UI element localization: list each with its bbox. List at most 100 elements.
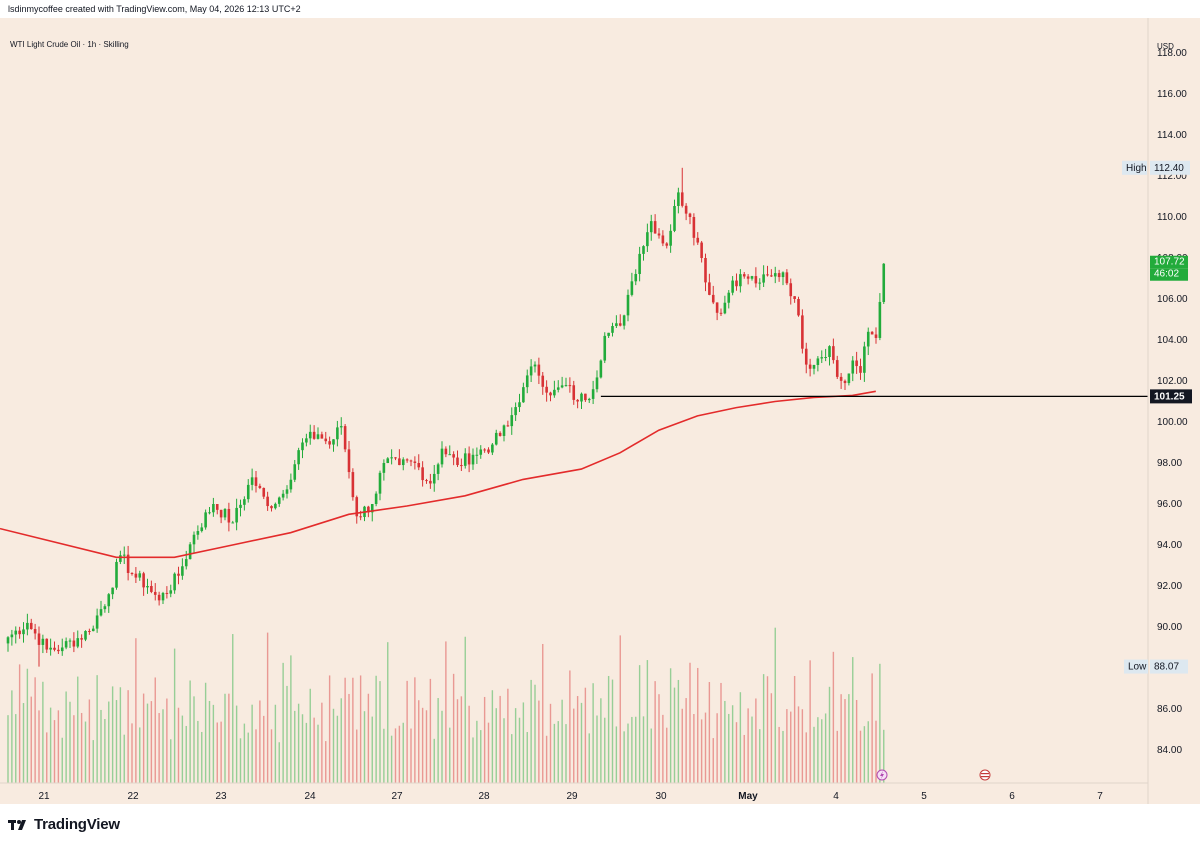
volume-bar: [193, 696, 195, 783]
candle-body: [355, 497, 359, 517]
volume-bar: [69, 701, 71, 783]
candle-body: [882, 263, 886, 302]
time-tick-label: 22: [127, 791, 139, 802]
volume-bar: [859, 730, 862, 783]
volume-bar: [363, 711, 366, 783]
volume-bar: [863, 726, 866, 783]
volume-bar: [797, 706, 800, 783]
volume-bar: [46, 732, 48, 783]
us-flag-event-icon: [979, 769, 991, 781]
volume-bar: [654, 681, 656, 783]
volume-bar: [410, 728, 412, 783]
lightning-glyph: [880, 771, 884, 779]
countdown-badge: 46:02: [1154, 269, 1179, 280]
candle-body: [165, 592, 169, 594]
price-chart[interactable]: 84.0086.0088.0090.0092.0094.0096.0098.00…: [0, 18, 1200, 804]
volume-bar: [255, 729, 257, 783]
volume-bar: [344, 677, 346, 783]
volume-bar: [305, 722, 308, 783]
volume-bar: [119, 687, 122, 783]
candle-body: [646, 232, 649, 247]
candle-body: [394, 457, 397, 459]
candle-body: [200, 527, 204, 532]
volume-bar: [336, 715, 339, 783]
tradingview-brand[interactable]: TradingView: [8, 816, 120, 833]
candle-body: [10, 634, 14, 638]
volume-bar: [499, 695, 501, 783]
candle-body: [785, 272, 789, 284]
volume-bar: [383, 728, 385, 783]
candle-body: [618, 323, 622, 326]
volume-bar: [379, 681, 381, 783]
candle-body: [626, 294, 630, 316]
volume-bar: [728, 713, 730, 783]
candle-body: [219, 509, 223, 518]
candle-body: [719, 312, 723, 314]
volume-bar: [398, 725, 401, 783]
volume-bar: [584, 687, 587, 783]
candle-body: [417, 463, 421, 468]
candle-body: [227, 508, 231, 523]
volume-bar: [662, 714, 664, 783]
volume-bar: [146, 703, 149, 783]
candle-body: [188, 544, 192, 560]
volume-bar: [104, 718, 106, 783]
volume-bar: [11, 690, 13, 783]
candle-body: [549, 392, 552, 396]
volume-bar: [34, 677, 36, 783]
price-tick-label: 112.00: [1157, 171, 1187, 182]
candle-body: [801, 315, 804, 349]
candle-body: [537, 364, 541, 376]
candle-body: [405, 459, 409, 461]
candle-body: [297, 450, 300, 465]
candle-body: [820, 357, 824, 359]
volume-bar: [673, 687, 676, 783]
symbol-legend[interactable]: WTI Light Crude Oil · 1h · Skilling: [10, 40, 129, 49]
candle-body: [111, 587, 114, 595]
volume-bar: [309, 688, 311, 783]
volume-bar: [263, 715, 265, 783]
candle-body: [642, 246, 645, 254]
volume-bar: [88, 699, 91, 783]
volume-bar: [813, 726, 815, 783]
volume-bar: [879, 663, 881, 783]
candle-body: [351, 472, 355, 498]
volume-bar: [852, 657, 854, 783]
volume-bar: [786, 709, 788, 783]
candle-body: [576, 399, 579, 402]
candle-body: [665, 243, 669, 246]
last-price-badge-bg: [1150, 255, 1188, 269]
volume-bar: [212, 704, 215, 783]
volume-bar: [638, 665, 641, 783]
price-tick-label: 92.00: [1157, 581, 1182, 592]
candle-body: [684, 205, 688, 214]
volume-bar: [580, 702, 583, 783]
volume-bar: [441, 710, 443, 783]
candle-body: [502, 425, 506, 436]
candle-body: [130, 572, 134, 574]
candle-body: [153, 591, 157, 595]
chart-area[interactable]: 84.0086.0088.0090.0092.0094.0096.0098.00…: [0, 18, 1200, 804]
volume-bar: [542, 643, 544, 783]
hline-price-badge: 101.25: [1154, 391, 1185, 402]
candle-body: [425, 480, 428, 482]
candle-body: [851, 360, 855, 374]
time-tick-label: 23: [215, 791, 227, 802]
candle-body: [196, 531, 200, 535]
candle-body: [727, 292, 731, 303]
candle-body: [29, 622, 33, 630]
volume-bar: [545, 735, 548, 783]
candle-body: [37, 633, 41, 645]
candle-body: [630, 281, 634, 295]
time-tick-label: May: [738, 791, 758, 802]
volume-bar: [697, 667, 699, 783]
candle-body: [735, 280, 738, 287]
candle-body: [421, 467, 424, 481]
volume-bar: [359, 675, 362, 783]
volume-bar: [561, 699, 563, 783]
candle-body: [204, 512, 207, 528]
candle-body: [456, 457, 459, 466]
volume-bar: [588, 733, 590, 783]
candle-body: [401, 459, 405, 466]
volume-bar: [871, 673, 873, 783]
